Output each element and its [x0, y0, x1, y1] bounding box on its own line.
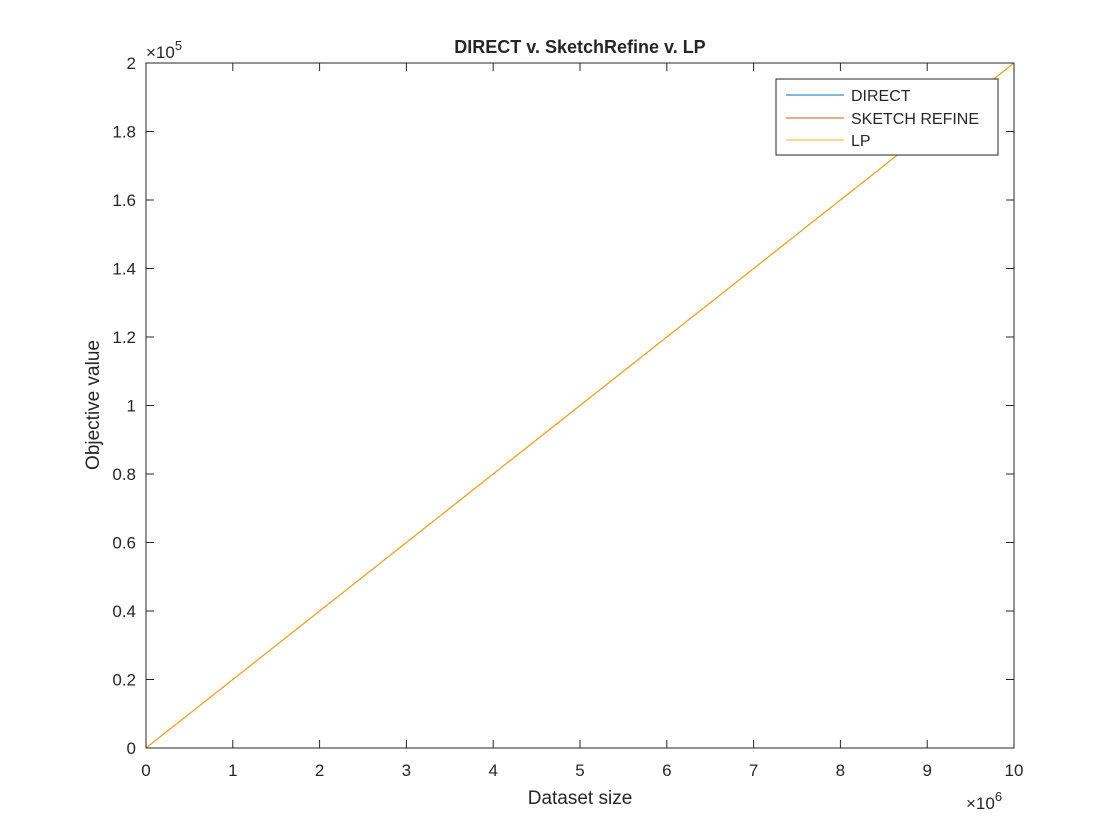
y-tick-label: 1.6 — [112, 191, 136, 210]
series-group — [145, 62, 1015, 749]
x-tick-label: 4 — [488, 761, 497, 780]
chart-title: DIRECT v. SketchRefine v. LP — [454, 37, 705, 57]
x-axis-exponent-power: 6 — [995, 789, 1002, 804]
y-tick-label: 0.4 — [112, 602, 136, 621]
y-tick-label: 1.4 — [112, 260, 136, 279]
legend-label-lp: LP — [851, 133, 871, 150]
y-axis-label: Objective value — [83, 340, 104, 470]
y-tick-label: 0.2 — [112, 671, 136, 690]
x-tick-label: 5 — [575, 761, 584, 780]
x-tick-label: 3 — [402, 761, 411, 780]
x-tick-label: 1 — [228, 761, 237, 780]
y-axis-exponent-power: 5 — [175, 38, 182, 53]
y-axis-exponent: ×105 — [146, 38, 182, 62]
x-tick-label: 9 — [922, 761, 931, 780]
x-axis-exponent: ×106 — [966, 789, 1002, 813]
ticks-group: 0 1 2 3 4 5 6 7 8 9 10 0 0.2 0.4 0.6 0.8 1 1.2 1.4 1.6 1.8 2 — [112, 54, 1023, 780]
y-tick-label: 1.8 — [112, 123, 136, 142]
y-tick-label: 1.2 — [112, 328, 136, 347]
x-tick-label: 0 — [141, 761, 150, 780]
y-tick-label: 0.6 — [112, 534, 136, 553]
x-tick-label: 10 — [1005, 761, 1024, 780]
y-tick-label: 0 — [127, 739, 136, 758]
legend-label-sketch-refine: SKETCH REFINE — [851, 111, 979, 128]
legend-box — [775, 78, 999, 156]
x-tick-label: 7 — [749, 761, 758, 780]
x-axis-exponent-base: ×10 — [966, 794, 995, 813]
x-tick-label: 2 — [315, 761, 324, 780]
x-tick-label: 8 — [836, 761, 845, 780]
x-axis-label: Dataset size — [528, 788, 633, 809]
x-tick-label: 6 — [662, 761, 671, 780]
legend: DIRECT SKETCH REFINE LP — [775, 78, 999, 156]
series-line-lp — [145, 62, 1015, 749]
y-tick-label: 2 — [127, 54, 136, 73]
y-axis-exponent-base: ×10 — [146, 43, 175, 62]
legend-label-direct: DIRECT — [851, 88, 911, 105]
y-tick-label: 1 — [127, 397, 136, 416]
y-tick-label: 0.8 — [112, 465, 136, 484]
